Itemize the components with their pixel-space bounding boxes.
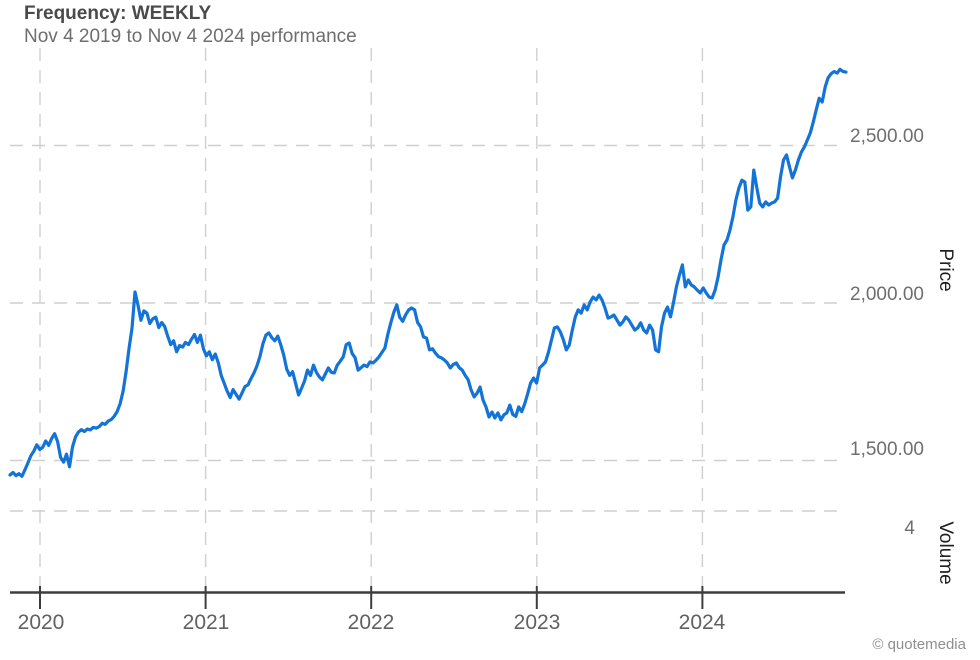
price-tick-2500: 2,500.00 (850, 126, 924, 147)
price-axis-title: Price (935, 248, 956, 292)
x-tick-2021: 2021 (182, 611, 230, 634)
price-tick-2000: 2,000.00 (850, 284, 924, 305)
volume-axis-title: Volume (935, 521, 956, 585)
page-subtitle: Nov 4 2019 to Nov 4 2024 performance (24, 26, 357, 47)
x-tick-2024: 2024 (678, 611, 726, 634)
page-title: Frequency: WEEKLY (24, 3, 212, 24)
x-tick-2022: 2022 (347, 611, 395, 634)
x-tick-2023: 2023 (513, 611, 561, 634)
x-tick-2020: 2020 (17, 611, 65, 634)
price-line (8, 67, 848, 478)
quotemedia-watermark: © quotemedia (872, 636, 966, 653)
price-tick-1500: 1,500.00 (850, 439, 924, 460)
volume-tick-4: 4 (904, 518, 915, 539)
